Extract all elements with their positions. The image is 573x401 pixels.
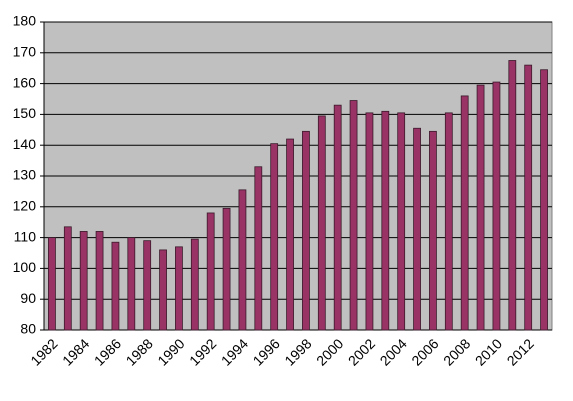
bar (476, 84, 485, 331)
bar (492, 81, 501, 331)
y-tick-label: 120 (13, 198, 37, 214)
x-tick-label: 2006 (408, 335, 441, 368)
x-tick-label: 1996 (250, 335, 283, 368)
y-tick-label: 140 (13, 136, 37, 152)
y-tick-label: 110 (14, 228, 37, 244)
bar (238, 189, 247, 331)
bar (317, 115, 326, 331)
bar (365, 112, 374, 331)
bar (48, 237, 56, 331)
x-tick-label: 1982 (27, 335, 60, 368)
bar (429, 130, 437, 331)
bar (413, 127, 421, 331)
x-tick-label: 1986 (91, 335, 124, 368)
x-tick-label: 1992 (186, 335, 219, 368)
bar (540, 69, 548, 331)
bar (349, 100, 358, 331)
y-tick-label: 80 (20, 321, 36, 337)
x-tick-label: 1994 (218, 335, 251, 368)
bar (444, 112, 453, 331)
y-tick-label: 170 (13, 44, 37, 60)
bar (270, 143, 279, 331)
y-tick-label: 130 (13, 167, 37, 183)
x-tick-label: 2002 (345, 335, 378, 368)
bar (460, 95, 469, 331)
bar (111, 241, 120, 331)
bar (206, 212, 215, 331)
y-tick-label: 160 (13, 74, 37, 90)
x-tick-label: 1988 (123, 335, 156, 368)
bar (508, 60, 517, 331)
bar (95, 231, 104, 331)
x-tick-label: 2012 (504, 335, 537, 368)
y-tick-label: 150 (13, 105, 37, 121)
x-tick-label: 1998 (281, 335, 314, 368)
bar (333, 104, 342, 331)
bar (190, 238, 199, 331)
x-tick-label: 1984 (59, 335, 92, 368)
bar (159, 249, 167, 331)
bar (79, 231, 88, 331)
bar (397, 112, 406, 331)
x-tick-label: 2010 (472, 335, 505, 368)
bar (381, 110, 390, 331)
bar (143, 240, 152, 331)
bar (286, 138, 294, 331)
y-tick-label: 180 (13, 13, 37, 29)
bar (127, 237, 136, 331)
bar (175, 246, 183, 331)
x-tick-label: 1990 (154, 335, 187, 368)
x-tick-label: 2008 (440, 335, 473, 368)
x-tick-label: 2004 (377, 335, 410, 368)
y-tick-label: 90 (20, 290, 36, 306)
y-tick-label: 100 (13, 259, 37, 275)
bar (63, 226, 72, 331)
bar (302, 130, 310, 331)
bar (524, 64, 533, 331)
bar (222, 207, 231, 331)
bar (254, 166, 263, 331)
x-tick-label: 2000 (313, 335, 346, 368)
